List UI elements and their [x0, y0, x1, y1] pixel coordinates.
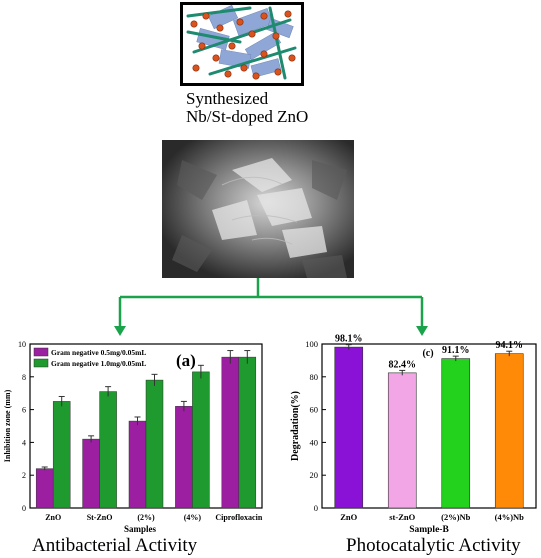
bar	[334, 346, 364, 509]
bar	[441, 358, 471, 509]
legend-label: Gram negative 1.0mg/0.05mL	[51, 359, 146, 368]
arrow-head-right	[416, 326, 428, 336]
y-tick-label: 2	[22, 471, 26, 480]
bar	[387, 372, 417, 509]
y-tick-label: 10	[18, 340, 26, 349]
y-tick-label: 100	[305, 339, 318, 349]
bar	[494, 353, 524, 509]
arrow-head-left	[114, 326, 126, 336]
sem-micrograph-drawing	[162, 140, 354, 278]
photocatalytic-caption: Photocatalytic Activity	[346, 535, 521, 556]
y-tick-label: 6	[22, 406, 26, 415]
connector-arrows	[114, 278, 428, 336]
panel-label: (c)	[422, 348, 433, 359]
x-tick-label: Ciprofloxacin	[215, 513, 263, 522]
x-tick-label: (2%)	[137, 513, 155, 522]
schematic-caption-line2: Nb/St-doped ZnO	[186, 107, 309, 126]
x-axis-label: Sample-B	[409, 525, 449, 534]
antibacterial-chart: 0 2 4 6 8 10 ZnO St-ZnO (2%) (4%) Ciprofloxacin Sam…	[3, 340, 263, 534]
bar-high-dose	[238, 356, 257, 509]
legend-swatch	[33, 347, 49, 357]
schematic-illustration	[180, 2, 304, 86]
legend-swatch	[33, 358, 49, 368]
x-tick-label: ZnO	[340, 512, 357, 522]
y-tick-label: 60	[310, 405, 319, 415]
y-tick-label: 80	[310, 372, 319, 382]
schematic-caption-line1: Synthesized	[186, 89, 269, 108]
bar-high-dose	[52, 401, 71, 509]
data-label: 98.1%	[335, 334, 363, 345]
schematic-caption: Synthesized Nb/St-doped ZnO	[186, 90, 308, 126]
y-tick-label: 8	[22, 373, 26, 382]
legend-label: Gram negative 0.5mg/0.05mL	[51, 348, 146, 357]
bar-low-dose	[221, 356, 240, 509]
x-tick-label: St-ZnO	[87, 513, 113, 522]
bar-low-dose	[35, 468, 54, 509]
y-tick-label: 0	[22, 504, 26, 513]
bar-low-dose	[175, 406, 193, 509]
sem-micrograph-image	[162, 140, 354, 278]
y-tick-label: 20	[310, 470, 319, 480]
x-axis-label: Samples	[124, 524, 157, 534]
bar-low-dose	[82, 438, 100, 509]
bar-high-dose	[192, 371, 210, 509]
y-tick-label: 0	[314, 503, 318, 513]
panel-label: (a)	[176, 351, 196, 370]
bar-low-dose	[128, 420, 147, 509]
photocatalytic-chart: 0 20 40 60 80 100 98.1% ZnO 82.4% st-ZnO 91.1% (2%)…	[290, 334, 537, 534]
data-label: 91.1%	[442, 345, 470, 356]
data-label: 82.4%	[389, 359, 417, 370]
y-tick-label: 4	[22, 438, 26, 447]
antibacterial-caption: Antibacterial Activity	[32, 535, 198, 556]
data-label: 94.1%	[496, 340, 524, 351]
bar-high-dose	[99, 391, 117, 509]
bar-high-dose	[145, 379, 164, 509]
x-tick-label: ZnO	[45, 513, 61, 522]
y-axis-label: Degradation(%)	[290, 391, 301, 461]
x-tick-label: (2%)Nb	[441, 512, 471, 522]
x-tick-label: (4%)	[184, 513, 202, 522]
schematic-drawing	[180, 2, 304, 86]
y-axis-label: Inhibition zone (mm)	[3, 389, 12, 462]
y-tick-label: 40	[310, 437, 319, 447]
x-tick-label: st-ZnO	[389, 512, 415, 522]
x-tick-label: (4%)Nb	[495, 512, 525, 522]
